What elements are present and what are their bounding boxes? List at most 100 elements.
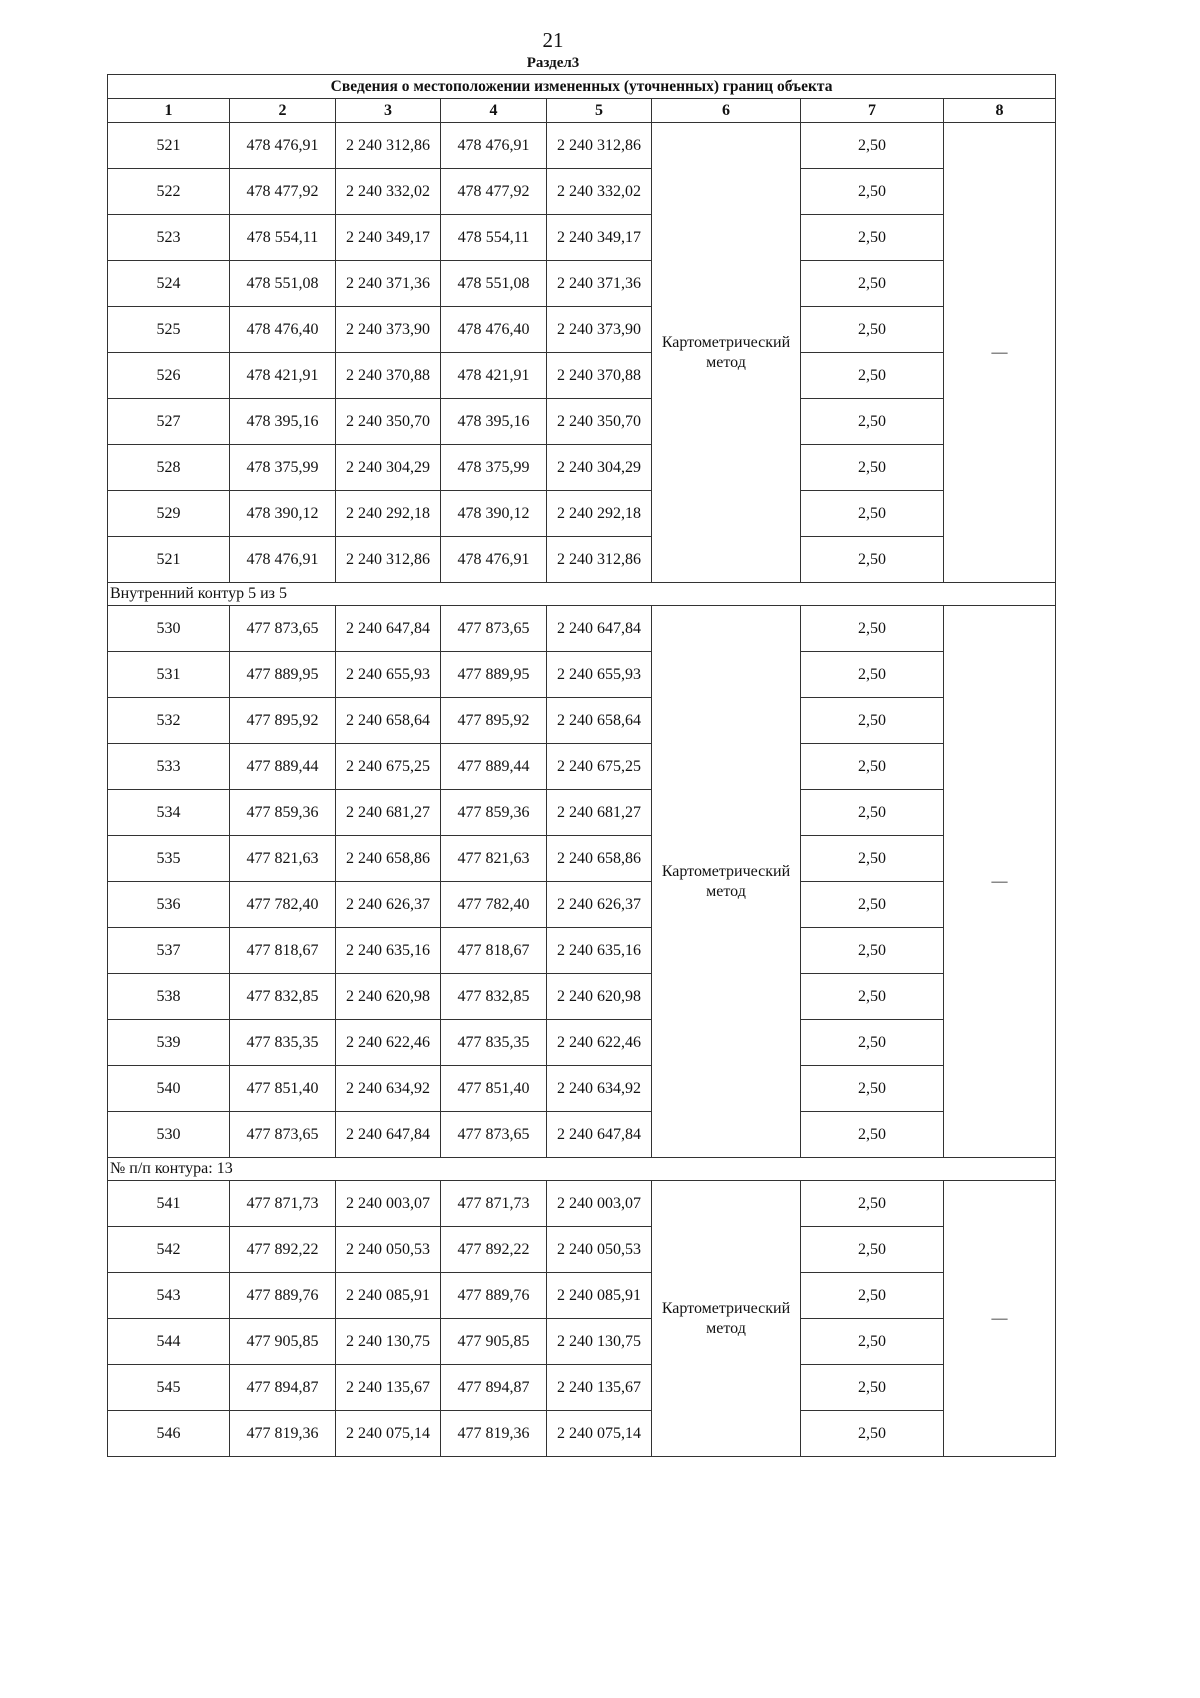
x-existing-cell: 477 905,85 xyxy=(229,1318,336,1365)
x-new-cell: 478 390,12 xyxy=(440,490,547,537)
table-row: 540 477 851,40 2 240 634,92 477 851,40 2 240… xyxy=(107,1065,1056,1112)
point-number-cell: 524 xyxy=(107,260,230,307)
point-number-cell: 545 xyxy=(107,1364,230,1411)
x-new-cell: 478 477,92 xyxy=(440,168,547,215)
x-new-cell: 478 395,16 xyxy=(440,398,547,445)
x-existing-cell: 477 859,36 xyxy=(229,789,336,836)
y-existing-cell: 2 240 658,64 xyxy=(335,697,441,744)
x-existing-cell: 478 476,40 xyxy=(229,306,336,353)
y-existing-cell: 2 240 371,36 xyxy=(335,260,441,307)
y-new-cell: 2 240 655,93 xyxy=(546,651,652,698)
table-row: 542 477 892,22 2 240 050,53 477 892,22 2 240… xyxy=(107,1226,1056,1273)
y-new-cell: 2 240 085,91 xyxy=(546,1272,652,1319)
point-number-cell: 527 xyxy=(107,398,230,445)
section-title: Раздел3 xyxy=(526,55,580,71)
method-cell: Картометрический метод xyxy=(651,1180,801,1457)
y-new-cell: 2 240 350,70 xyxy=(546,398,652,445)
point-number-cell: 546 xyxy=(107,1410,230,1457)
table-row: 521 478 476,91 2 240 312,86 478 476,91 2 240… xyxy=(107,536,1056,583)
precision-cell: 2,50 xyxy=(800,1272,944,1319)
x-new-cell: 477 873,65 xyxy=(440,1111,547,1158)
column-header-3: 3 xyxy=(335,98,441,123)
x-new-cell: 477 895,92 xyxy=(440,697,547,744)
y-existing-cell: 2 240 312,86 xyxy=(335,122,441,169)
x-new-cell: 478 554,11 xyxy=(440,214,547,261)
point-number-cell: 544 xyxy=(107,1318,230,1365)
y-new-cell: 2 240 647,84 xyxy=(546,1111,652,1158)
x-new-cell: 477 851,40 xyxy=(440,1065,547,1112)
x-existing-cell: 477 873,65 xyxy=(229,1111,336,1158)
point-number-cell: 541 xyxy=(107,1180,230,1227)
table-row: 536 477 782,40 2 240 626,37 477 782,40 2 240… xyxy=(107,881,1056,928)
contour-label: Внутренний контур 5 из 5 xyxy=(106,582,1057,606)
table-row: 530 477 873,65 2 240 647,84 477 873,65 2 240… xyxy=(107,1111,1056,1158)
y-existing-cell: 2 240 373,90 xyxy=(335,306,441,353)
precision-cell: 2,50 xyxy=(800,835,944,882)
table-row: 532 477 895,92 2 240 658,64 477 895,92 2 240… xyxy=(107,697,1056,744)
table-row: 522 478 477,92 2 240 332,02 478 477,92 2 240… xyxy=(107,168,1056,215)
precision-cell: 2,50 xyxy=(800,605,944,652)
y-new-cell: 2 240 373,90 xyxy=(546,306,652,353)
table-row: 539 477 835,35 2 240 622,46 477 835,35 2 240… xyxy=(107,1019,1056,1066)
x-new-cell: 478 551,08 xyxy=(440,260,547,307)
table-title: Сведения о местоположении измененных (ут… xyxy=(106,74,1057,99)
x-existing-cell: 477 821,63 xyxy=(229,835,336,882)
x-new-cell: 477 892,22 xyxy=(440,1226,547,1273)
y-new-cell: 2 240 622,46 xyxy=(546,1019,652,1066)
x-existing-cell: 477 832,85 xyxy=(229,973,336,1020)
y-existing-cell: 2 240 622,46 xyxy=(335,1019,441,1066)
x-new-cell: 477 871,73 xyxy=(440,1180,547,1227)
y-existing-cell: 2 240 350,70 xyxy=(335,398,441,445)
y-new-cell: 2 240 634,92 xyxy=(546,1065,652,1112)
x-existing-cell: 478 375,99 xyxy=(229,444,336,491)
table-row: 543 477 889,76 2 240 085,91 477 889,76 2 240… xyxy=(107,1272,1056,1319)
y-new-cell: 2 240 312,86 xyxy=(546,122,652,169)
point-number-cell: 538 xyxy=(107,973,230,1020)
point-number-cell: 533 xyxy=(107,743,230,790)
contour-label-row: Внутренний контур 5 из 5 xyxy=(106,582,1057,606)
table-row: 545 477 894,87 2 240 135,67 477 894,87 2 240… xyxy=(107,1364,1056,1411)
y-existing-cell: 2 240 647,84 xyxy=(335,1111,441,1158)
x-existing-cell: 477 889,95 xyxy=(229,651,336,698)
y-existing-cell: 2 240 655,93 xyxy=(335,651,441,698)
x-existing-cell: 477 819,36 xyxy=(229,1410,336,1457)
x-new-cell: 477 821,63 xyxy=(440,835,547,882)
x-new-cell: 477 889,44 xyxy=(440,743,547,790)
column-header-1: 1 xyxy=(107,98,230,123)
y-existing-cell: 2 240 003,07 xyxy=(335,1180,441,1227)
y-existing-cell: 2 240 130,75 xyxy=(335,1318,441,1365)
x-new-cell: 478 476,91 xyxy=(440,536,547,583)
table-row: 523 478 554,11 2 240 349,17 478 554,11 2 240… xyxy=(107,214,1056,261)
precision-cell: 2,50 xyxy=(800,398,944,445)
y-existing-cell: 2 240 370,88 xyxy=(335,352,441,399)
x-new-cell: 477 859,36 xyxy=(440,789,547,836)
point-number-cell: 523 xyxy=(107,214,230,261)
x-existing-cell: 477 873,65 xyxy=(229,605,336,652)
x-existing-cell: 477 782,40 xyxy=(229,881,336,928)
precision-cell: 2,50 xyxy=(800,214,944,261)
x-new-cell: 478 476,91 xyxy=(440,122,547,169)
x-existing-cell: 477 889,44 xyxy=(229,743,336,790)
y-existing-cell: 2 240 634,92 xyxy=(335,1065,441,1112)
y-existing-cell: 2 240 332,02 xyxy=(335,168,441,215)
x-existing-cell: 478 476,91 xyxy=(229,122,336,169)
x-existing-cell: 477 895,92 xyxy=(229,697,336,744)
y-existing-cell: 2 240 135,67 xyxy=(335,1364,441,1411)
y-new-cell: 2 240 371,36 xyxy=(546,260,652,307)
point-number-cell: 536 xyxy=(107,881,230,928)
y-new-cell: 2 240 658,86 xyxy=(546,835,652,882)
table-row: 528 478 375,99 2 240 304,29 478 375,99 2 240… xyxy=(107,444,1056,491)
precision-cell: 2,50 xyxy=(800,306,944,353)
table-row: 527 478 395,16 2 240 350,70 478 395,16 2 240… xyxy=(107,398,1056,445)
column-header-7: 7 xyxy=(800,98,944,123)
point-number-cell: 526 xyxy=(107,352,230,399)
table-row: 544 477 905,85 2 240 130,75 477 905,85 2 240… xyxy=(107,1318,1056,1365)
y-existing-cell: 2 240 050,53 xyxy=(335,1226,441,1273)
x-existing-cell: 478 390,12 xyxy=(229,490,336,537)
table-row: 538 477 832,85 2 240 620,98 477 832,85 2 240… xyxy=(107,973,1056,1020)
y-new-cell: 2 240 292,18 xyxy=(546,490,652,537)
contour-label: № п/п контура: 13 xyxy=(106,1157,1057,1181)
precision-cell: 2,50 xyxy=(800,789,944,836)
point-number-cell: 543 xyxy=(107,1272,230,1319)
x-new-cell: 477 819,36 xyxy=(440,1410,547,1457)
